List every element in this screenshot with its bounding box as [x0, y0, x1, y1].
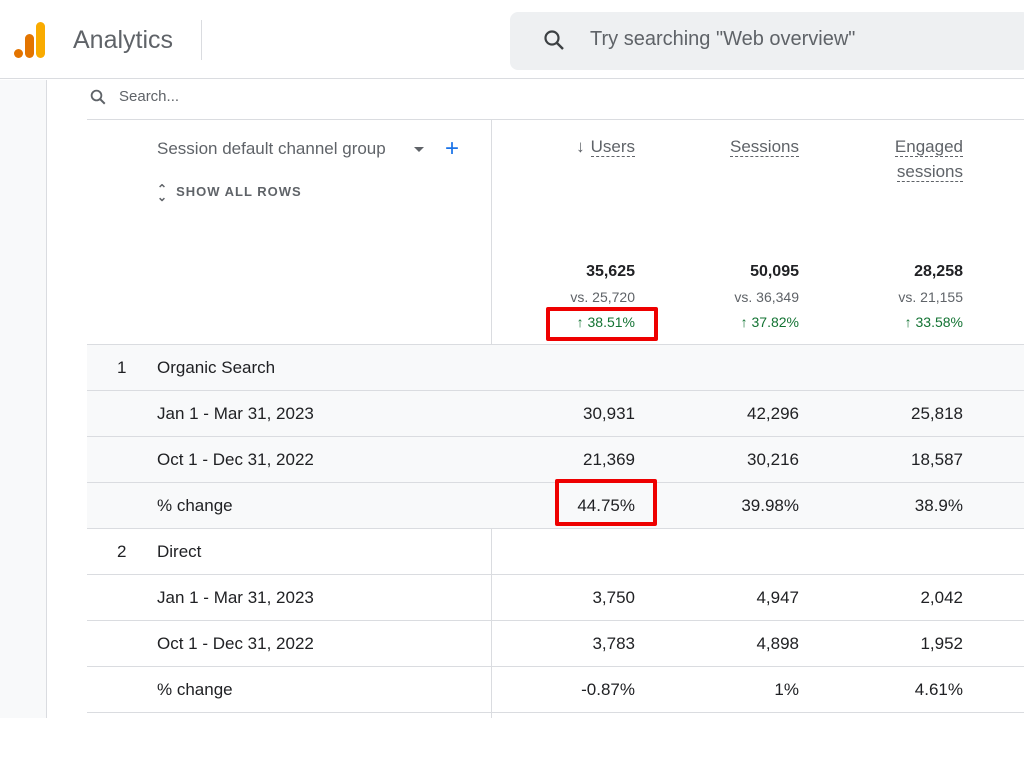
change-percent: 38.51% [587, 314, 635, 330]
cell-value: -0.87% [581, 680, 635, 699]
left-nav [0, 80, 47, 718]
total-value: 28,258 [914, 263, 963, 280]
table-search-input[interactable]: Search... [87, 80, 1024, 120]
total-sessions: 50,095 vs. 36,349 ↑ 37.82% [659, 263, 799, 330]
table-row[interactable]: % change -0.87% 1% 4.61% [87, 666, 1024, 712]
column-header-engaged-sessions[interactable]: Engaged sessions [873, 134, 963, 184]
highlight-annotation [546, 307, 658, 341]
app-title: Analytics [73, 26, 174, 54]
cell-value: 18,587 [911, 450, 963, 469]
cell-value: 21,369 [583, 450, 635, 469]
table-row[interactable]: Jan 1 - Mar 31, 2023 30,931 42,296 25,818 [87, 390, 1024, 436]
cell-value: 3,783 [592, 634, 635, 653]
top-bar: Analytics Try searching "Web overview" [0, 0, 1024, 79]
table-row[interactable]: 1 Organic Search [87, 344, 1024, 390]
row-divider [87, 712, 1024, 758]
cell-value: 39.98% [741, 496, 799, 515]
expand-collapse-icon: ⌃ ⌄ [157, 181, 169, 204]
global-search-placeholder: Try searching "Web overview" [590, 28, 856, 50]
cell-value: 42,296 [747, 404, 799, 423]
cell-value: 25,818 [911, 404, 963, 423]
comparison-value: vs. 21,155 [898, 289, 963, 305]
column-label: Users [590, 137, 635, 157]
dimension-selector[interactable]: Session default channel group [157, 139, 386, 158]
change-value: ↑ 33.58% [904, 314, 963, 330]
change-value: ↑ 37.82% [740, 314, 799, 330]
total-users: 35,625 vs. 25,720 ↑ 38.51% [495, 263, 635, 330]
column-label: Sessions [730, 137, 799, 157]
row-label: Organic Search [157, 358, 276, 377]
column-label: Engaged sessions [894, 137, 963, 182]
sort-desc-icon: ↓ [576, 137, 585, 156]
divider [201, 20, 202, 60]
cell-value: 4.61% [914, 680, 963, 699]
cell-value: 38.9% [914, 496, 963, 515]
add-dimension-button[interactable]: + [445, 135, 460, 162]
cell-value: 4,898 [756, 634, 799, 653]
change-value: ↑ 38.51% [576, 314, 635, 330]
comparison-value: vs. 36,349 [734, 289, 799, 305]
search-icon [90, 89, 106, 105]
cell-value: 30,216 [747, 450, 799, 469]
cell-value: 1,952 [920, 634, 963, 653]
global-search-input[interactable]: Try searching "Web overview" [510, 12, 1024, 70]
cell-value: 2,042 [920, 588, 963, 607]
row-index: 1 [117, 358, 127, 377]
table-search-placeholder: Search... [119, 88, 180, 105]
row-label: Jan 1 - Mar 31, 2023 [157, 588, 314, 607]
table-row[interactable]: % change 44.75% 39.98% 38.9% [87, 482, 1024, 528]
dropdown-caret-icon[interactable] [414, 147, 424, 152]
highlight-annotation [555, 479, 657, 526]
row-label: % change [157, 680, 233, 699]
row-label: % change [157, 496, 233, 515]
total-engaged-sessions: 28,258 vs. 21,155 ↑ 33.58% [823, 263, 963, 330]
cell-value: 3,750 [592, 588, 635, 607]
cell-value: 4,947 [756, 588, 799, 607]
total-value: 35,625 [586, 263, 635, 280]
column-header-users[interactable]: ↓ Users [535, 134, 635, 159]
row-label: Jan 1 - Mar 31, 2023 [157, 404, 314, 423]
show-all-rows-label: SHOW ALL ROWS [176, 184, 302, 199]
row-label: Oct 1 - Dec 31, 2022 [157, 634, 314, 653]
row-label: Oct 1 - Dec 31, 2022 [157, 450, 314, 469]
table-row[interactable]: Jan 1 - Mar 31, 2023 3,750 4,947 2,042 [87, 574, 1024, 620]
search-icon [544, 30, 564, 50]
cell-value: 30,931 [583, 404, 635, 423]
show-all-rows-button[interactable]: ⌃ ⌄ SHOW ALL ROWS [157, 181, 302, 204]
table-row[interactable]: 2 Direct [87, 528, 1024, 574]
cell-value: 44.75% [577, 496, 635, 515]
table-row[interactable]: Oct 1 - Dec 31, 2022 3,783 4,898 1,952 [87, 620, 1024, 666]
change-percent: 33.58% [915, 314, 963, 330]
row-label: Direct [157, 542, 202, 561]
column-header-sessions[interactable]: Sessions [679, 134, 799, 159]
table-row[interactable]: Oct 1 - Dec 31, 2022 21,369 30,216 18,587 [87, 436, 1024, 482]
comparison-value: vs. 25,720 [570, 289, 635, 305]
row-index: 2 [117, 542, 127, 561]
analytics-logo-icon [14, 22, 45, 58]
total-value: 50,095 [750, 263, 799, 280]
cell-value: 1% [774, 680, 799, 699]
change-percent: 37.82% [751, 314, 799, 330]
